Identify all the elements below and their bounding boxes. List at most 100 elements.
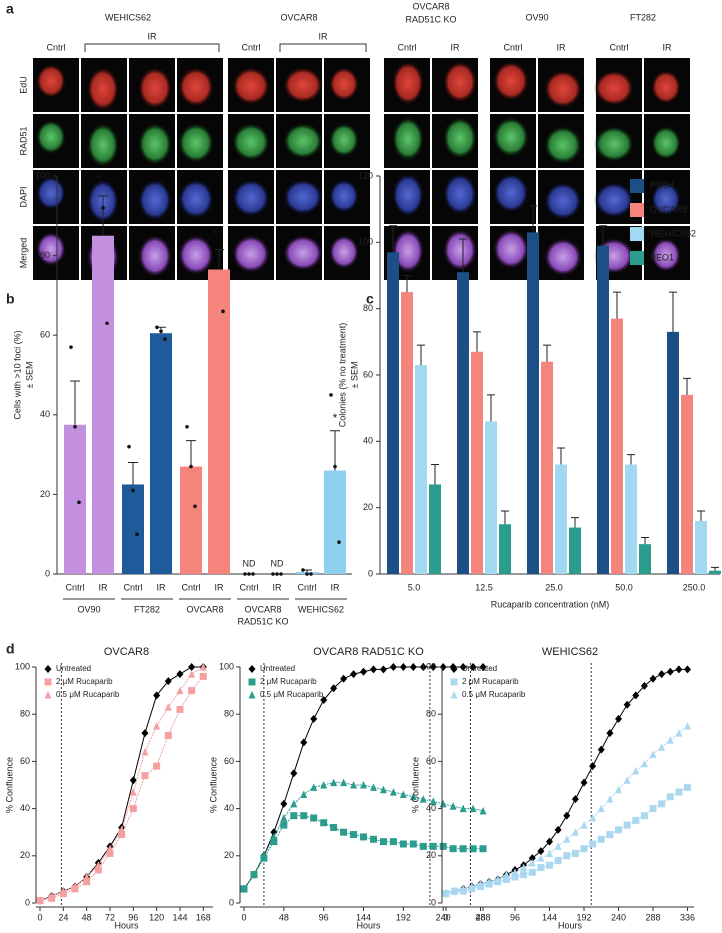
- x-tick-label: 0: [241, 912, 246, 922]
- marker: [118, 825, 126, 834]
- bar: [695, 520, 707, 574]
- x-axis-label: Hours: [558, 920, 583, 930]
- marker: [597, 835, 605, 843]
- marker: [71, 882, 79, 890]
- data-point: [217, 265, 221, 270]
- nucleus: [594, 182, 634, 218]
- nucleus: [138, 123, 172, 165]
- marker: [479, 806, 487, 815]
- marker: [176, 670, 184, 679]
- marker: [615, 714, 623, 723]
- marker: [280, 814, 288, 822]
- error-bar: [571, 517, 579, 528]
- data-point: [337, 540, 341, 544]
- marker: [520, 863, 528, 872]
- marker: [606, 795, 614, 803]
- bar: [415, 365, 427, 574]
- marker: [479, 663, 487, 671]
- bar: [681, 394, 693, 574]
- y-tick-label: 80: [20, 709, 30, 719]
- bar: [180, 466, 202, 574]
- value-label: ND: [243, 558, 256, 568]
- marker: [658, 670, 666, 679]
- x-tick-label: 250.0: [683, 582, 706, 592]
- marker: [48, 891, 56, 900]
- marker: [666, 736, 674, 744]
- nucleus: [594, 126, 634, 162]
- marker: [597, 804, 605, 813]
- marker: [340, 674, 348, 683]
- marker: [537, 864, 545, 872]
- marker: [684, 665, 692, 674]
- error-bar: [473, 331, 481, 352]
- row-label: RAD51: [18, 126, 28, 155]
- marker: [571, 849, 579, 857]
- x-tick-label: 288: [476, 912, 491, 922]
- marker: [164, 703, 172, 711]
- marker: [537, 854, 545, 862]
- condition-label: Cntrl: [609, 42, 628, 52]
- marker: [36, 896, 44, 905]
- marker: [129, 788, 137, 796]
- marker: [459, 663, 467, 671]
- x-tick-label: Cntrl: [239, 582, 258, 592]
- marker: [623, 700, 631, 709]
- nucleus: [594, 70, 634, 106]
- marker: [188, 687, 196, 695]
- marker: [369, 835, 377, 843]
- marker: [494, 875, 502, 883]
- marker: [649, 750, 657, 758]
- series-line: [243, 666, 484, 890]
- marker: [477, 880, 485, 888]
- marker: [141, 772, 149, 780]
- x-tick-label: IR: [273, 582, 283, 592]
- x-tick-label: 25.0: [545, 582, 563, 592]
- nucleus: [651, 238, 681, 272]
- marker: [649, 674, 657, 683]
- y-tick-label: 40: [20, 803, 30, 813]
- x-tick-label: 96: [510, 912, 520, 922]
- marker: [153, 722, 161, 730]
- y-tick-label: 0: [229, 897, 234, 907]
- marker: [546, 849, 554, 857]
- bar: [555, 464, 567, 574]
- x-tick-label: 5.0: [408, 582, 421, 592]
- group-label: OVCAR8: [186, 604, 223, 614]
- marker: [597, 745, 605, 754]
- x-tick-label: 192: [577, 912, 592, 922]
- series-line: [445, 668, 688, 895]
- y-axis-label: Colonies (% no treatment): [337, 323, 347, 428]
- marker: [409, 840, 417, 848]
- marker: [399, 840, 407, 848]
- marker: [240, 884, 248, 893]
- legend-swatch: [630, 203, 644, 217]
- marker: [632, 816, 640, 824]
- marker: [199, 663, 207, 671]
- x-tick-label: 0: [37, 912, 42, 922]
- marker: [563, 852, 571, 860]
- marker: [330, 684, 338, 693]
- y-tick-label: 0: [45, 568, 50, 578]
- data-point: [309, 572, 313, 576]
- chart-title: OVCAR8: [104, 646, 149, 658]
- condition-label: Cntrl: [503, 42, 522, 52]
- y-tick-label: 40: [40, 409, 50, 419]
- data-point: [329, 393, 333, 397]
- series-line: [445, 725, 688, 895]
- marker: [280, 821, 288, 829]
- nucleus: [329, 67, 359, 101]
- legend-label: PEO1: [650, 252, 674, 262]
- group-label: OV90: [77, 604, 100, 614]
- bar: [122, 484, 144, 574]
- error-bar: [711, 566, 719, 571]
- error-bar: [98, 195, 108, 236]
- legend-label: PEO4: [650, 180, 674, 190]
- nucleus: [329, 235, 359, 269]
- nucleus: [443, 61, 477, 103]
- marker: [389, 788, 397, 796]
- nucleus: [36, 120, 66, 154]
- marker: [153, 762, 161, 770]
- x-tick-label: Cntrl: [181, 582, 200, 592]
- nucleus: [283, 123, 323, 159]
